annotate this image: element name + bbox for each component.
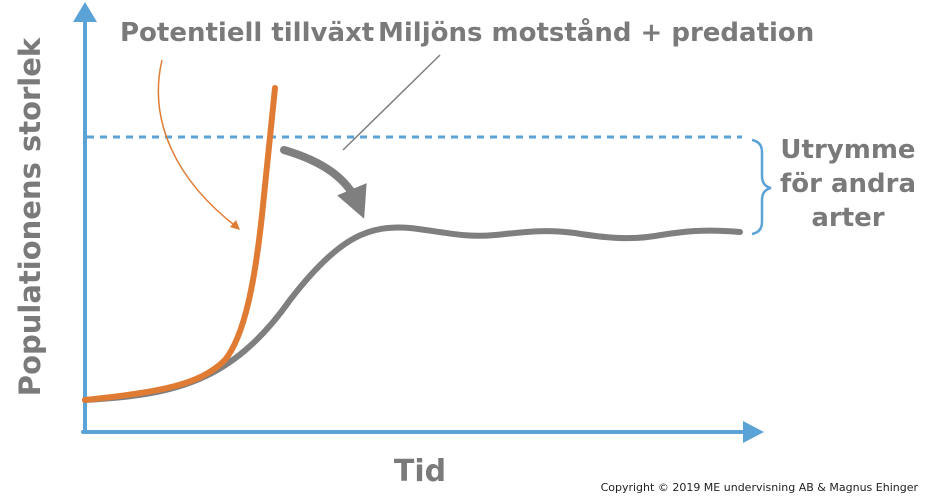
potential-growth-label: Potentiell tillväxt bbox=[120, 18, 374, 48]
copyright-notice: Copyright © 2019 ME undervisning AB & Ma… bbox=[600, 481, 918, 494]
resistance-pointer-line bbox=[342, 54, 441, 151]
axes bbox=[73, 2, 764, 443]
room-brace bbox=[751, 138, 772, 236]
y-axis-arrowhead bbox=[73, 2, 97, 22]
potential-growth-pointer bbox=[157, 59, 240, 230]
y-axis-label: Populationens storlek bbox=[13, 37, 47, 396]
exponential-growth-curve bbox=[82, 85, 278, 403]
room-label-line1: Utrymme bbox=[780, 135, 915, 165]
x-axis-arrowhead bbox=[743, 421, 764, 443]
room-label-line2: för andra bbox=[780, 169, 916, 199]
x-axis-label: Tid bbox=[394, 454, 446, 489]
resistance-label: Miljöns motstånd + predation bbox=[378, 16, 814, 48]
resistance-arrow bbox=[280, 146, 367, 219]
room-label-line3: arter bbox=[811, 203, 884, 233]
logistic-growth-curve bbox=[82, 224, 743, 403]
